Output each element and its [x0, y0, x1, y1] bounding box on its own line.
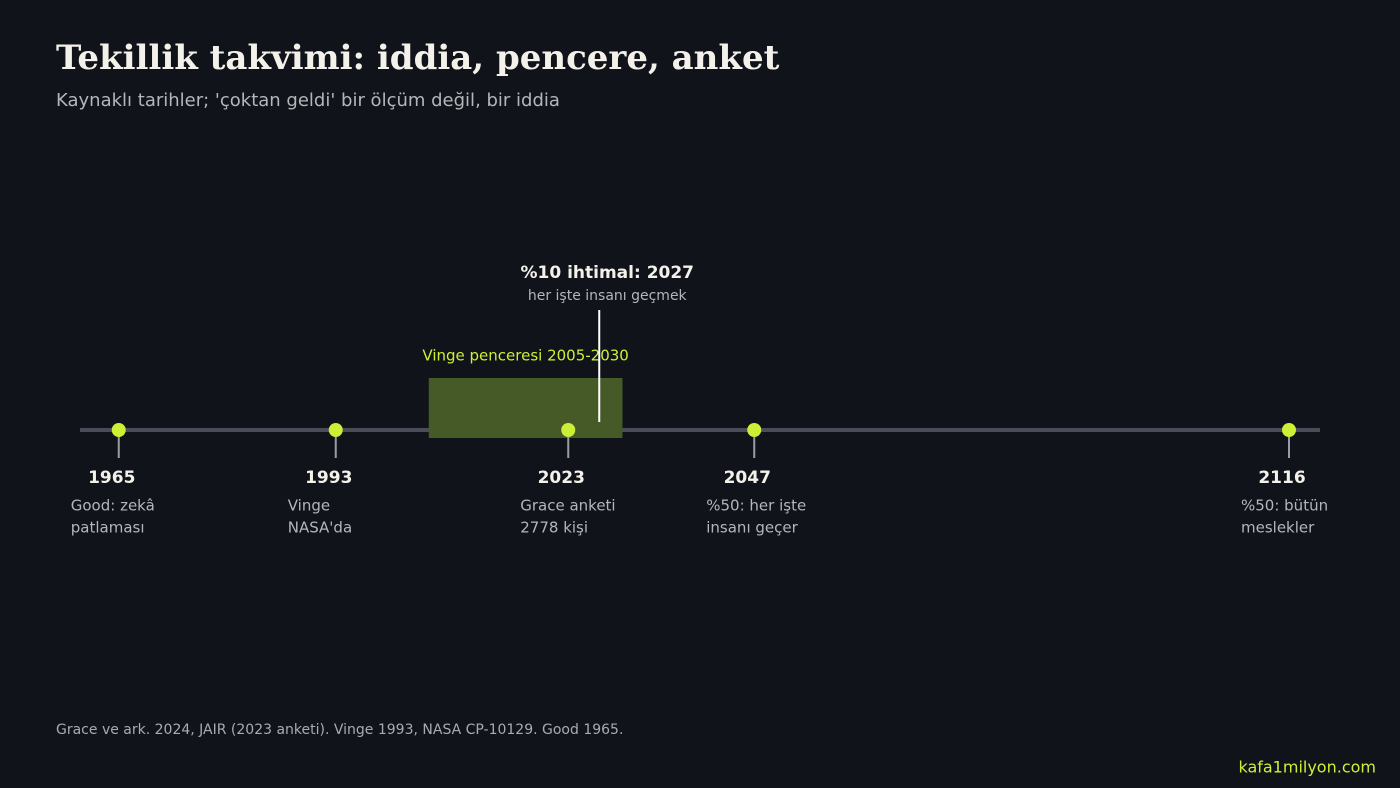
- event-year: 1965: [88, 468, 135, 488]
- event-year: 2047: [724, 468, 771, 488]
- event-year: 2023: [538, 468, 585, 488]
- event-dot: [561, 423, 576, 437]
- event-text: %50: her işte: [706, 497, 806, 515]
- event-text: insanı geçer: [706, 519, 798, 537]
- event-text: 2778 kişi: [520, 519, 588, 537]
- marker-label: %10 ihtimal: 2027: [520, 263, 694, 283]
- marker-sublabel: her işte insanı geçmek: [528, 288, 688, 304]
- event-dot: [1282, 423, 1296, 437]
- chart-title: Tekillik takvimi: iddia, pencere, anket: [56, 38, 780, 78]
- event-dot: [328, 423, 343, 437]
- event-dot: [747, 423, 762, 437]
- event-text: patlaması: [71, 519, 145, 537]
- event-text: Good: zekâ: [71, 497, 155, 515]
- event-year: 2116: [1258, 468, 1305, 488]
- event-text: Grace anketi: [520, 497, 615, 515]
- event-text: %50: bütün: [1241, 497, 1328, 515]
- window-band: [428, 378, 623, 438]
- event-dot: [111, 423, 126, 437]
- chart-subtitle: Kaynaklı tarihler; 'çoktan geldi' bir öl…: [56, 90, 560, 111]
- source-note: Grace ve ark. 2024, JAIR (2023 anketi). …: [56, 722, 623, 738]
- event-text: Vinge: [288, 497, 330, 515]
- window-label: Vinge penceresi 2005-2030: [422, 347, 628, 365]
- brand: kafa1milyon.com: [1238, 758, 1376, 777]
- event-text: meslekler: [1241, 519, 1315, 537]
- event-text: NASA'da: [288, 519, 352, 537]
- event-year: 1993: [305, 468, 352, 488]
